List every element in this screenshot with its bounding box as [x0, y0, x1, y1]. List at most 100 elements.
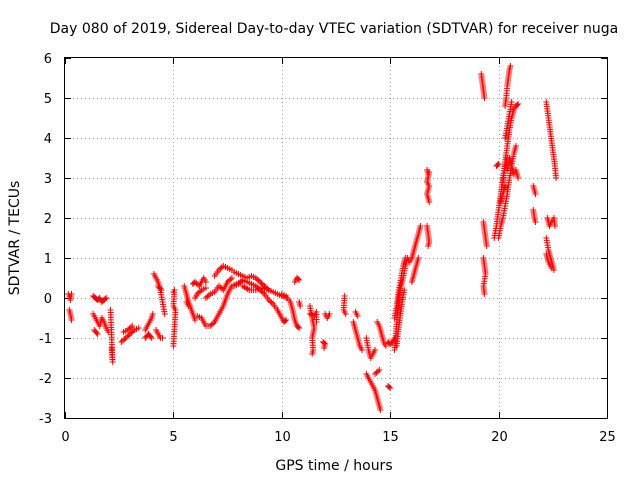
grid-lines — [65, 58, 607, 418]
data-point — [265, 297, 272, 303]
data-point — [502, 183, 509, 189]
data-point — [548, 265, 555, 271]
data-point — [207, 323, 214, 329]
data-point — [268, 299, 275, 306]
data-point — [260, 289, 267, 296]
data-point — [295, 276, 302, 282]
data-point — [425, 243, 432, 249]
y-axis: -3 -2 -1 0 1 2 3 4 5 6 — [39, 52, 607, 427]
data-point — [127, 324, 134, 331]
data-point — [215, 283, 222, 289]
data-point — [382, 343, 389, 349]
data-point — [217, 265, 224, 272]
data-point — [107, 307, 114, 313]
data-point — [512, 143, 519, 149]
data-point — [483, 243, 490, 249]
data-point — [170, 343, 177, 349]
data-point — [295, 324, 302, 330]
data-point — [374, 368, 381, 375]
data-point — [227, 276, 234, 283]
data-point — [507, 63, 514, 69]
data-point — [210, 320, 217, 327]
data-point — [254, 276, 261, 283]
data-point — [515, 175, 522, 181]
data-point — [515, 101, 522, 107]
data-point — [551, 223, 558, 229]
y-tick-label: 3 — [44, 172, 52, 187]
data-point — [257, 279, 264, 285]
data-point — [217, 284, 224, 291]
data-point — [68, 317, 75, 323]
data-point — [376, 367, 383, 373]
data-point — [149, 311, 156, 317]
data-point — [157, 285, 164, 292]
data-point — [129, 323, 136, 329]
data-point — [135, 325, 142, 331]
data-point — [481, 95, 488, 101]
data-point — [218, 285, 225, 292]
data-point — [553, 175, 560, 181]
data-point — [265, 287, 272, 293]
x-axis-label: GPS time / hours — [275, 458, 392, 474]
data-point — [514, 102, 521, 108]
data-point — [359, 347, 366, 353]
data-point — [415, 255, 422, 261]
data-point — [124, 333, 131, 340]
data-point — [354, 313, 361, 319]
data-point — [224, 279, 231, 285]
x-tick-label: 0 — [61, 430, 69, 445]
data-point — [326, 311, 333, 317]
data-point — [202, 279, 209, 285]
data-point — [194, 281, 201, 288]
data-point — [372, 347, 379, 353]
y-tick-label: 4 — [44, 132, 52, 147]
data-point — [386, 384, 393, 390]
data-point — [426, 199, 433, 205]
data-point — [128, 329, 135, 336]
data-point — [296, 277, 303, 283]
x-tick-label: 25 — [599, 430, 616, 445]
data-point — [417, 223, 424, 229]
data-point — [193, 280, 200, 287]
data-point — [118, 339, 125, 345]
data-point — [532, 219, 539, 225]
data-point — [309, 351, 316, 357]
data-point — [258, 280, 265, 287]
data-point — [260, 281, 267, 288]
data-point — [124, 327, 131, 333]
data-point — [147, 333, 154, 340]
data-point — [401, 287, 408, 293]
data-point — [122, 335, 129, 341]
data-point — [119, 337, 126, 344]
x-tick-label: 20 — [491, 430, 508, 445]
data-point — [481, 291, 488, 297]
data-point — [195, 289, 202, 296]
y-tick-label: -2 — [39, 372, 52, 387]
data-point — [342, 311, 349, 317]
y-tick-label: 1 — [44, 252, 52, 267]
data-point — [532, 191, 539, 197]
data-point — [204, 293, 211, 300]
data-point — [236, 279, 243, 286]
data-points — [65, 63, 560, 413]
data-point — [159, 335, 166, 341]
data-point — [161, 311, 168, 317]
data-point — [94, 331, 101, 337]
data-point — [125, 332, 132, 339]
x-tick-label: 10 — [274, 430, 291, 445]
data-point — [402, 255, 409, 261]
y-tick-label: 5 — [44, 92, 52, 107]
data-point — [103, 295, 110, 301]
data-point — [158, 287, 165, 293]
y-tick-label: 2 — [44, 212, 52, 227]
x-tick-label: 5 — [169, 430, 177, 445]
y-tick-label: 6 — [44, 52, 52, 67]
data-point — [313, 319, 320, 325]
data-point — [226, 277, 233, 284]
data-point — [129, 328, 136, 335]
data-point — [258, 288, 265, 295]
data-point — [127, 331, 134, 337]
data-point — [194, 291, 201, 297]
data-point — [252, 275, 259, 281]
data-point — [192, 317, 199, 323]
